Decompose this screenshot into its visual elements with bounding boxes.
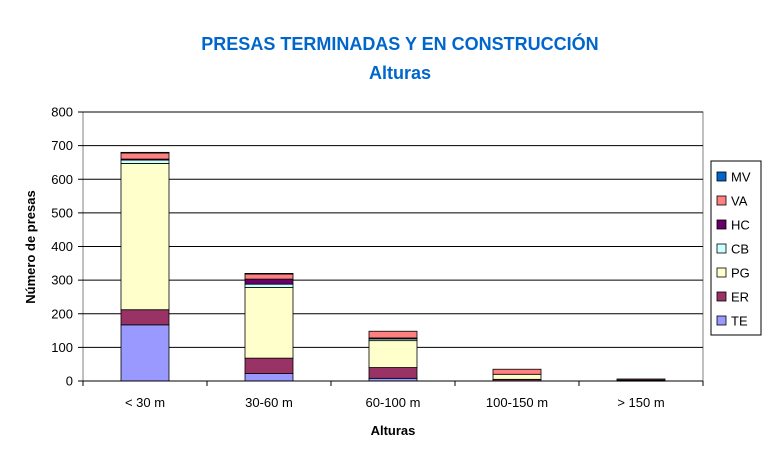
y-axis-title: Número de presas [23, 190, 38, 303]
y-tick-label: 700 [51, 138, 73, 153]
x-tick-label: > 150 m [617, 395, 664, 410]
bar-segment-te [244, 373, 294, 382]
chart-title: PRESAS TERMINADAS Y EN CONSTRUCCIÓN [201, 33, 598, 54]
legend-label-te: TE [731, 314, 748, 329]
y-axis-ticks: 0 100 200 300 400 500 600 700 800 [51, 105, 83, 389]
x-tick-label: 30-60 m [245, 395, 293, 410]
legend-swatch-mv [716, 171, 727, 182]
legend: MV VA HC CB PG ER TE [716, 170, 751, 329]
y-tick-label: 600 [51, 172, 73, 187]
bar-segment-cb [120, 159, 170, 164]
bar-segment-pg [492, 373, 542, 380]
gridlines [83, 111, 703, 348]
legend-swatch-te [716, 315, 727, 326]
legend-label-cb: CB [731, 242, 749, 257]
x-axis-title: Alturas [371, 423, 416, 438]
bar-segment-er [368, 367, 418, 379]
legend-swatch-pg [716, 267, 727, 278]
y-tick-label: 300 [51, 273, 73, 288]
chart-subtitle: Alturas [369, 63, 431, 83]
legend-label-mv: MV [731, 170, 751, 185]
bar-segment-pg [244, 287, 294, 359]
y-tick-label: 500 [51, 205, 73, 220]
y-tick-label: 100 [51, 340, 73, 355]
legend-label-er: ER [731, 290, 749, 305]
legend-label-pg: PG [731, 266, 750, 281]
bar-segment-er [120, 309, 170, 326]
y-tick-label: 400 [51, 239, 73, 254]
bar-segment-pg [368, 340, 418, 368]
bars [120, 151, 666, 382]
bar-segment-te [120, 324, 170, 382]
x-axis-ticks: < 30 m 30-60 m 60-100 m 100-150 m > 150 m [82, 380, 704, 410]
x-tick-label: 100-150 m [486, 395, 548, 410]
bar-segment-va [616, 378, 666, 381]
y-tick-label: 800 [51, 105, 73, 120]
bar-segment-va [244, 273, 294, 280]
bar-segment-er [244, 357, 294, 375]
legend-label-va: VA [731, 194, 748, 209]
x-tick-label: 60-100 m [366, 395, 421, 410]
y-tick-label: 200 [51, 306, 73, 321]
legend-swatch-va [716, 195, 727, 206]
bar-segment-cb [244, 283, 294, 288]
bar-segment-va [368, 330, 418, 339]
bar-segment-mv [120, 151, 170, 154]
legend-swatch-hc [716, 219, 727, 230]
y-tick-label: 0 [66, 374, 73, 389]
x-tick-label: < 30 m [125, 395, 165, 410]
bar-segment-pg [120, 163, 170, 311]
bar-segment-mv [244, 272, 294, 275]
legend-label-hc: HC [731, 218, 750, 233]
legend-swatch-er [716, 291, 727, 302]
bar-segment-va [492, 368, 542, 375]
bar-segment-hc [244, 278, 294, 285]
legend-swatch-cb [716, 243, 727, 254]
bar-segment-va [120, 152, 170, 160]
